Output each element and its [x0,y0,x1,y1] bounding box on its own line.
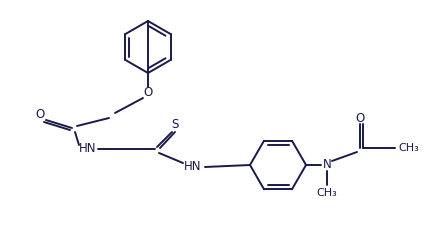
Text: S: S [172,119,179,131]
Text: O: O [35,108,44,122]
Text: N: N [323,158,331,171]
Text: O: O [356,112,365,124]
Text: O: O [143,86,152,99]
Text: CH₃: CH₃ [398,143,419,153]
Text: HN: HN [79,142,97,155]
Text: HN: HN [184,160,202,173]
Text: CH₃: CH₃ [317,188,337,198]
